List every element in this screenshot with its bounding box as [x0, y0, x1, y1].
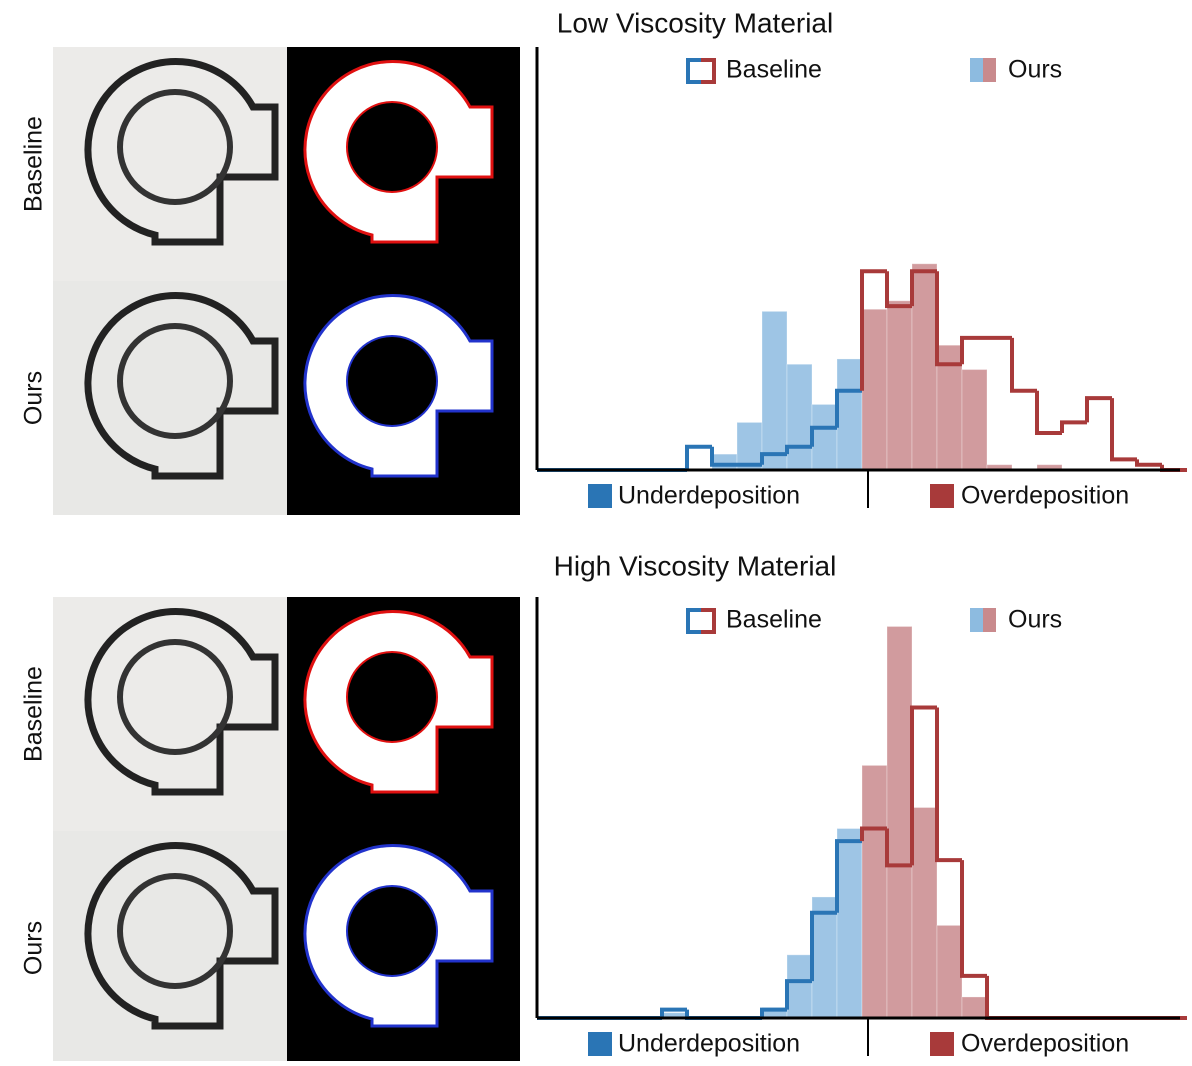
chart-title: High Viscosity Material	[554, 550, 837, 581]
histogram-bar	[912, 808, 937, 1019]
part-hole	[347, 336, 437, 426]
part-hole	[347, 886, 437, 976]
legend-swatch	[970, 608, 983, 632]
row-label: Ours	[20, 921, 48, 975]
histogram-step	[687, 447, 712, 470]
legend-swatch	[970, 58, 983, 82]
legend-label: Baseline	[726, 56, 822, 84]
legend-swatch	[701, 60, 714, 82]
histogram-step	[1137, 459, 1162, 464]
histogram-bar	[837, 359, 862, 470]
legend-label: Ours	[1008, 56, 1062, 84]
histogram-bar	[962, 370, 987, 470]
over-swatch	[930, 1032, 954, 1056]
histogram-bar	[787, 364, 812, 470]
row-label: Baseline	[20, 666, 48, 762]
histogram-bar	[912, 264, 937, 470]
histogram-step	[987, 976, 1012, 1018]
legend-swatch	[688, 610, 701, 632]
x-label: Underdeposition	[618, 1030, 800, 1058]
histogram-bar	[862, 309, 887, 470]
legend-swatch	[983, 608, 996, 632]
legend-swatch	[983, 58, 996, 82]
legend-swatch	[688, 60, 701, 82]
histogram-step	[937, 708, 962, 861]
histogram-step	[1037, 391, 1062, 433]
legend-swatch	[701, 610, 714, 632]
histogram-bar	[812, 404, 837, 470]
histogram-bar	[812, 897, 837, 1018]
part-hole	[347, 652, 437, 742]
histogram-bar	[762, 311, 787, 470]
page: Baseline Ours Low Viscosity Material Baseli…	[0, 0, 1192, 1066]
under-swatch	[588, 484, 612, 508]
histogram-step	[962, 338, 987, 364]
histogram-step	[1087, 398, 1112, 422]
x-label: Underdeposition	[618, 482, 800, 510]
over-swatch	[930, 484, 954, 508]
histogram-bar	[937, 925, 962, 1018]
histogram-step	[962, 860, 987, 976]
histogram-bar	[787, 955, 812, 1018]
legend-label: Ours	[1008, 606, 1062, 634]
histogram-bar	[862, 765, 887, 1018]
row-label: Baseline	[20, 116, 48, 212]
legend-label: Baseline	[726, 606, 822, 634]
histogram-step	[1112, 398, 1137, 459]
histogram-bar	[837, 829, 862, 1018]
figure: Baseline Ours Low Viscosity Material Baseli…	[0, 0, 1192, 1061]
under-swatch	[588, 1032, 612, 1056]
histogram-step	[1062, 422, 1087, 433]
histogram-bar	[962, 997, 987, 1018]
part-hole	[347, 102, 437, 192]
histogram-bar	[712, 454, 737, 470]
row-label: Ours	[20, 371, 48, 425]
x-label: Overdeposition	[961, 1030, 1129, 1058]
x-label: Overdeposition	[961, 482, 1129, 510]
histogram-bar	[887, 301, 912, 470]
histogram-bar	[887, 626, 912, 1018]
chart-title: Low Viscosity Material	[557, 7, 833, 38]
histogram-step	[1012, 338, 1037, 391]
